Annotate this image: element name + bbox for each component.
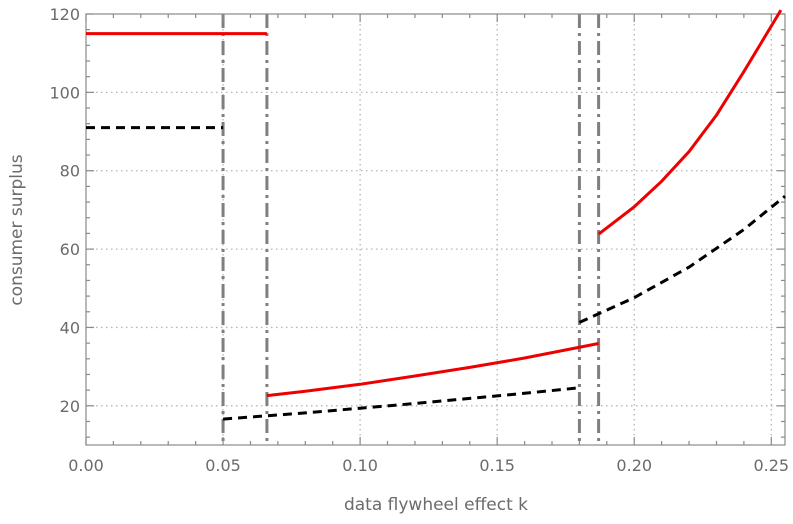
dashed-black-line	[578, 195, 786, 324]
x-tick-label: 0.00	[68, 456, 104, 475]
y-tick-label: 120	[49, 5, 80, 24]
series	[86, 9, 786, 421]
y-tick-label: 100	[49, 83, 80, 102]
x-axis-label: data flywheel effect k	[344, 495, 528, 515]
threshold-lines	[221, 14, 601, 445]
x-tick-label: 0.20	[616, 456, 652, 475]
plot-frame	[85, 13, 786, 446]
x-tick-label: 0.15	[479, 456, 515, 475]
x-tick-label: 0.25	[753, 456, 789, 475]
solid-red-line	[266, 342, 599, 398]
y-tick-label: 80	[60, 162, 80, 181]
y-tick-label: 20	[60, 397, 80, 416]
solid-red-line	[597, 9, 783, 236]
grid	[86, 14, 785, 445]
y-tick-label: 40	[60, 318, 80, 337]
dashed-black-line	[222, 386, 580, 421]
y-axis-label: consumer surplus	[7, 154, 27, 305]
x-tick-label: 0.05	[205, 456, 241, 475]
x-tick-label: 0.10	[342, 456, 378, 475]
y-tick-label: 60	[60, 240, 80, 259]
ticks: 0.00 0.05 0.10 0.15 0.20 0.25 20 40 60 80 100 120	[49, 5, 789, 475]
